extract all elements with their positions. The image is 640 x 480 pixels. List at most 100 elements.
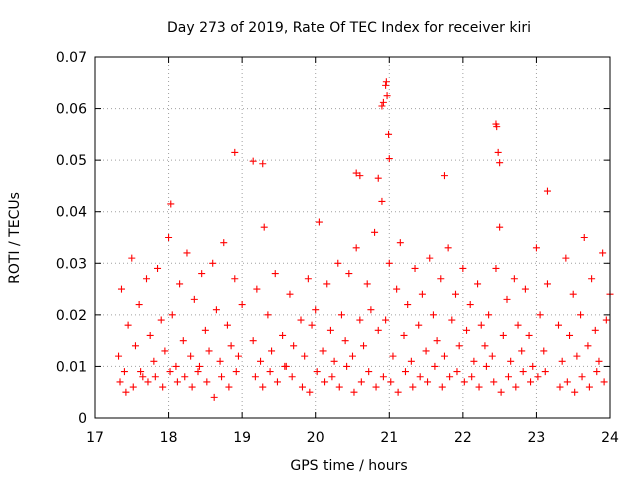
data-point [135,301,143,309]
data-point [172,362,180,370]
data-point [345,270,353,278]
data-point [323,280,331,288]
data-point [201,326,209,334]
data-point [431,362,439,370]
data-point [379,373,387,381]
x-tick-label: 18 [160,430,178,446]
x-tick-label: 22 [454,430,472,446]
data-point [225,383,233,391]
data-point [360,342,368,350]
data-point [259,160,267,168]
data-point [503,295,511,303]
data-point [313,368,321,376]
data-point [591,326,599,334]
data-point [371,228,379,236]
data-point [231,275,239,283]
data-point [578,373,586,381]
data-point [541,368,549,376]
data-point [379,98,387,106]
data-point [139,373,147,381]
data-point [378,102,386,110]
y-tick-label: 0.07 [56,50,87,66]
data-point [195,362,203,370]
data-point [232,368,240,376]
data-point [555,321,562,329]
data-point [543,187,551,195]
grid-lines [95,57,610,418]
data-point [437,275,445,283]
data-point [444,244,452,252]
data-point [356,172,364,180]
x-tick-label: 20 [307,430,325,446]
data-point [286,290,294,298]
data-point [569,290,577,298]
data-point [335,383,343,391]
data-point [288,373,296,381]
data-point [595,357,603,365]
data-point [411,264,419,272]
data-point [600,378,608,386]
data-point [424,378,432,386]
data-point [463,326,471,334]
data-point [144,378,152,386]
x-axis-label: GPS time / hours [290,458,407,474]
x-tick-label: 21 [380,430,398,446]
data-point [536,311,544,319]
data-point [374,174,382,182]
data-point [218,373,226,381]
data-point [488,352,496,360]
data-point [453,368,461,376]
data-point [556,383,564,391]
data-point [573,352,581,360]
data-point [321,378,329,386]
y-tick-label: 0.04 [56,205,87,221]
data-point [352,169,360,177]
data-point [357,378,365,386]
data-point [588,275,596,283]
data-point [440,352,448,360]
data-point [429,311,437,319]
data-point [159,383,167,391]
data-point [198,270,206,278]
data-point [426,254,434,262]
data-point [365,368,373,376]
data-point [580,234,588,241]
data-point [212,306,220,314]
data-point [374,326,382,334]
data-point [485,311,493,319]
data-point [116,378,124,386]
data-point [205,347,213,355]
data-point [328,373,336,381]
plot-frame [94,56,611,419]
data-point [326,326,334,334]
data-point [350,388,358,396]
data-point [268,347,276,355]
data-point [577,311,585,319]
data-point [563,378,571,386]
data-point [521,285,529,293]
data-point [363,280,371,288]
data-point [231,148,239,156]
y-tick-label: 0.02 [56,308,87,324]
data-point [257,357,265,365]
data-point [188,383,196,391]
data-point [168,311,176,319]
data-point [203,378,211,386]
data-point [312,306,320,314]
data-point [341,337,349,345]
data-point [562,254,570,262]
data-point [337,311,345,319]
data-point [477,321,485,329]
data-point [468,373,476,381]
y-tick-label: 0.05 [56,153,87,169]
data-point [173,378,181,386]
chart-title: Day 273 of 2019, Rate Of TEC Index for r… [167,20,531,36]
data-point [216,357,224,365]
data-point [194,368,202,376]
data-point [532,244,540,252]
data-point [304,275,312,283]
data-point [584,342,592,350]
y-tick-label: 0 [78,411,87,427]
data-point [176,280,184,288]
data-point [433,337,441,345]
